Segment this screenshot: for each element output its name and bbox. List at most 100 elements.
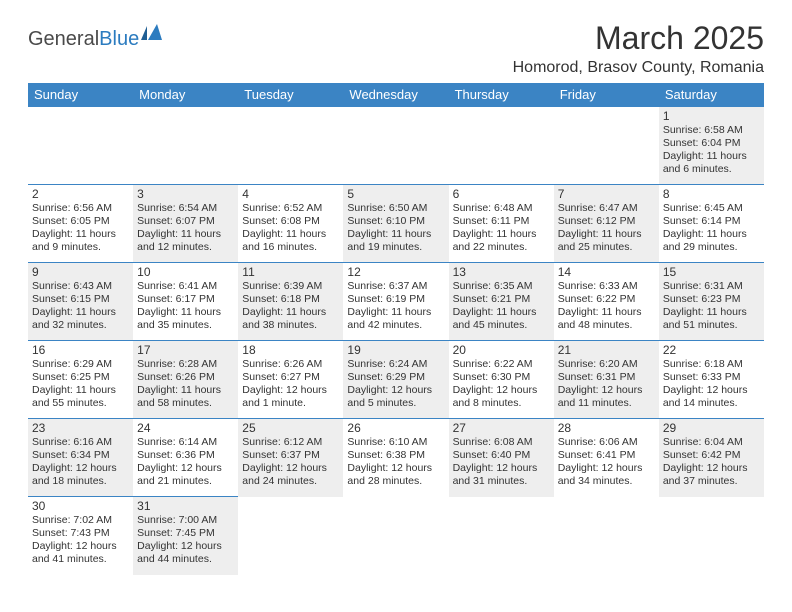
day-header: Tuesday — [238, 83, 343, 107]
calendar-cell: 15Sunrise: 6:31 AMSunset: 6:23 PMDayligh… — [659, 263, 764, 341]
day-info: Sunrise: 6:06 AMSunset: 6:41 PMDaylight:… — [558, 436, 655, 489]
day-info: Sunrise: 6:12 AMSunset: 6:37 PMDaylight:… — [242, 436, 339, 489]
calendar-cell — [449, 497, 554, 575]
day-number: 30 — [32, 499, 129, 513]
calendar-cell: 20Sunrise: 6:22 AMSunset: 6:30 PMDayligh… — [449, 341, 554, 419]
day-info: Sunrise: 6:10 AMSunset: 6:38 PMDaylight:… — [347, 436, 444, 489]
calendar-cell: 21Sunrise: 6:20 AMSunset: 6:31 PMDayligh… — [554, 341, 659, 419]
day-number: 24 — [137, 421, 234, 435]
calendar-cell: 30Sunrise: 7:02 AMSunset: 7:43 PMDayligh… — [28, 497, 133, 575]
location-text: Homorod, Brasov County, Romania — [513, 59, 764, 77]
calendar-cell: 29Sunrise: 6:04 AMSunset: 6:42 PMDayligh… — [659, 419, 764, 497]
calendar-cell: 13Sunrise: 6:35 AMSunset: 6:21 PMDayligh… — [449, 263, 554, 341]
day-number: 17 — [137, 343, 234, 357]
calendar-cell: 6Sunrise: 6:48 AMSunset: 6:11 PMDaylight… — [449, 185, 554, 263]
calendar-cell: 2Sunrise: 6:56 AMSunset: 6:05 PMDaylight… — [28, 185, 133, 263]
day-number: 14 — [558, 265, 655, 279]
calendar-cell — [554, 107, 659, 185]
calendar-cell: 7Sunrise: 6:47 AMSunset: 6:12 PMDaylight… — [554, 185, 659, 263]
day-info: Sunrise: 6:28 AMSunset: 6:26 PMDaylight:… — [137, 358, 234, 411]
logo: GeneralBlue — [28, 28, 163, 51]
day-number: 7 — [558, 187, 655, 201]
day-info: Sunrise: 6:58 AMSunset: 6:04 PMDaylight:… — [663, 124, 760, 177]
calendar-cell: 12Sunrise: 6:37 AMSunset: 6:19 PMDayligh… — [343, 263, 448, 341]
day-number: 22 — [663, 343, 760, 357]
day-info: Sunrise: 6:35 AMSunset: 6:21 PMDaylight:… — [453, 280, 550, 333]
day-number: 28 — [558, 421, 655, 435]
day-info: Sunrise: 6:48 AMSunset: 6:11 PMDaylight:… — [453, 202, 550, 255]
calendar-cell: 11Sunrise: 6:39 AMSunset: 6:18 PMDayligh… — [238, 263, 343, 341]
day-number: 16 — [32, 343, 129, 357]
calendar-cell: 8Sunrise: 6:45 AMSunset: 6:14 PMDaylight… — [659, 185, 764, 263]
day-header: Wednesday — [343, 83, 448, 107]
day-number: 18 — [242, 343, 339, 357]
calendar-cell: 23Sunrise: 6:16 AMSunset: 6:34 PMDayligh… — [28, 419, 133, 497]
day-info: Sunrise: 6:24 AMSunset: 6:29 PMDaylight:… — [347, 358, 444, 411]
calendar-cell: 28Sunrise: 6:06 AMSunset: 6:41 PMDayligh… — [554, 419, 659, 497]
day-number: 13 — [453, 265, 550, 279]
day-info: Sunrise: 6:43 AMSunset: 6:15 PMDaylight:… — [32, 280, 129, 333]
calendar-cell: 9Sunrise: 6:43 AMSunset: 6:15 PMDaylight… — [28, 263, 133, 341]
day-number: 1 — [663, 109, 760, 123]
day-info: Sunrise: 6:04 AMSunset: 6:42 PMDaylight:… — [663, 436, 760, 489]
day-number: 27 — [453, 421, 550, 435]
day-info: Sunrise: 6:16 AMSunset: 6:34 PMDaylight:… — [32, 436, 129, 489]
calendar-cell: 3Sunrise: 6:54 AMSunset: 6:07 PMDaylight… — [133, 185, 238, 263]
day-info: Sunrise: 6:50 AMSunset: 6:10 PMDaylight:… — [347, 202, 444, 255]
day-number: 20 — [453, 343, 550, 357]
calendar-cell — [238, 497, 343, 575]
day-info: Sunrise: 6:45 AMSunset: 6:14 PMDaylight:… — [663, 202, 760, 255]
day-info: Sunrise: 6:22 AMSunset: 6:30 PMDaylight:… — [453, 358, 550, 411]
day-info: Sunrise: 6:08 AMSunset: 6:40 PMDaylight:… — [453, 436, 550, 489]
day-number: 8 — [663, 187, 760, 201]
day-number: 3 — [137, 187, 234, 201]
calendar-cell — [343, 107, 448, 185]
logo-flag-icon — [141, 24, 163, 47]
calendar-cell: 5Sunrise: 6:50 AMSunset: 6:10 PMDaylight… — [343, 185, 448, 263]
day-number: 10 — [137, 265, 234, 279]
calendar-cell — [449, 107, 554, 185]
day-number: 9 — [32, 265, 129, 279]
day-info: Sunrise: 6:33 AMSunset: 6:22 PMDaylight:… — [558, 280, 655, 333]
calendar-cell: 27Sunrise: 6:08 AMSunset: 6:40 PMDayligh… — [449, 419, 554, 497]
calendar-cell — [343, 497, 448, 575]
day-info: Sunrise: 6:39 AMSunset: 6:18 PMDaylight:… — [242, 280, 339, 333]
calendar-cell — [133, 107, 238, 185]
day-info: Sunrise: 6:20 AMSunset: 6:31 PMDaylight:… — [558, 358, 655, 411]
day-header: Thursday — [449, 83, 554, 107]
calendar-cell — [238, 107, 343, 185]
calendar-cell: 24Sunrise: 6:14 AMSunset: 6:36 PMDayligh… — [133, 419, 238, 497]
day-info: Sunrise: 6:41 AMSunset: 6:17 PMDaylight:… — [137, 280, 234, 333]
calendar-cell — [28, 107, 133, 185]
day-info: Sunrise: 6:29 AMSunset: 6:25 PMDaylight:… — [32, 358, 129, 411]
calendar-cell: 26Sunrise: 6:10 AMSunset: 6:38 PMDayligh… — [343, 419, 448, 497]
month-title: March 2025 — [513, 20, 764, 57]
day-info: Sunrise: 7:00 AMSunset: 7:45 PMDaylight:… — [137, 514, 234, 567]
calendar-cell — [554, 497, 659, 575]
day-info: Sunrise: 6:54 AMSunset: 6:07 PMDaylight:… — [137, 202, 234, 255]
day-number: 25 — [242, 421, 339, 435]
day-info: Sunrise: 6:14 AMSunset: 6:36 PMDaylight:… — [137, 436, 234, 489]
calendar-cell: 4Sunrise: 6:52 AMSunset: 6:08 PMDaylight… — [238, 185, 343, 263]
calendar-table: SundayMondayTuesdayWednesdayThursdayFrid… — [28, 83, 764, 575]
day-info: Sunrise: 6:52 AMSunset: 6:08 PMDaylight:… — [242, 202, 339, 255]
day-number: 29 — [663, 421, 760, 435]
day-info: Sunrise: 6:18 AMSunset: 6:33 PMDaylight:… — [663, 358, 760, 411]
day-header: Saturday — [659, 83, 764, 107]
day-number: 12 — [347, 265, 444, 279]
day-number: 4 — [242, 187, 339, 201]
day-header: Sunday — [28, 83, 133, 107]
calendar-cell: 25Sunrise: 6:12 AMSunset: 6:37 PMDayligh… — [238, 419, 343, 497]
day-number: 31 — [137, 499, 234, 513]
day-number: 26 — [347, 421, 444, 435]
day-number: 6 — [453, 187, 550, 201]
day-number: 15 — [663, 265, 760, 279]
calendar-cell: 10Sunrise: 6:41 AMSunset: 6:17 PMDayligh… — [133, 263, 238, 341]
calendar-cell: 22Sunrise: 6:18 AMSunset: 6:33 PMDayligh… — [659, 341, 764, 419]
calendar-cell: 19Sunrise: 6:24 AMSunset: 6:29 PMDayligh… — [343, 341, 448, 419]
day-info: Sunrise: 6:31 AMSunset: 6:23 PMDaylight:… — [663, 280, 760, 333]
calendar-cell: 18Sunrise: 6:26 AMSunset: 6:27 PMDayligh… — [238, 341, 343, 419]
logo-text-general: General — [28, 28, 99, 51]
day-info: Sunrise: 7:02 AMSunset: 7:43 PMDaylight:… — [32, 514, 129, 567]
calendar-cell — [659, 497, 764, 575]
